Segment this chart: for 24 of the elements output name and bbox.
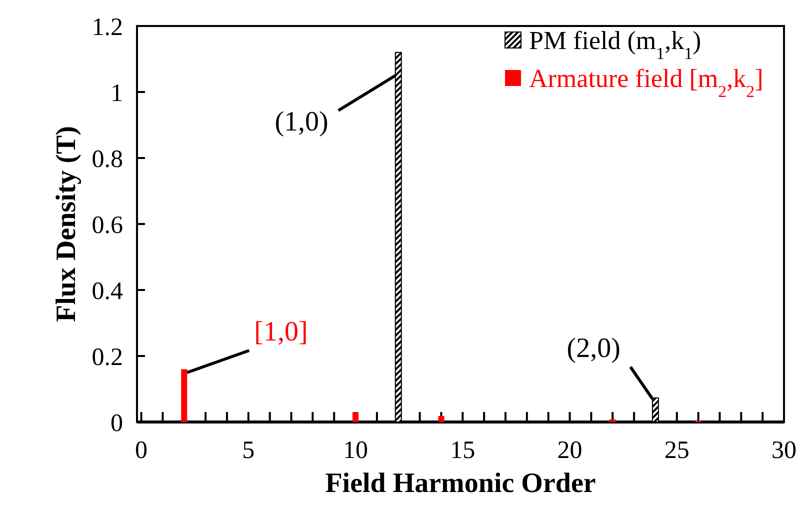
bar [438, 416, 444, 422]
y-tick-label: 1.2 [92, 14, 123, 41]
y-tick-label: 0.6 [92, 212, 123, 239]
annotation: (2,0) [566, 332, 620, 364]
y-tick-label: 0.4 [92, 278, 124, 305]
y-tick-label: 1 [110, 80, 123, 107]
x-tick-label: 25 [664, 437, 690, 464]
x-tick-label: 0 [135, 437, 148, 464]
annotation: [1,0] [254, 316, 308, 348]
bar [610, 419, 616, 422]
legend-label: PM field (m$_{1}$,k$_{1}$) [529, 26, 702, 63]
x-tick-label: 10 [343, 437, 368, 464]
x-tick-label: 30 [772, 437, 796, 464]
bar [181, 369, 188, 422]
annotation: (1,0) [274, 106, 328, 138]
y-axis-title: Flux Density (T) [51, 126, 82, 322]
x-tick-label: 20 [557, 437, 582, 464]
y-tick-label: 0.8 [92, 146, 123, 173]
x-tick-label: 15 [450, 437, 476, 464]
y-tick-label: 0 [110, 410, 123, 437]
legend-label: Armature field [m$_{2}$,k$_{2}$] [529, 64, 764, 101]
x-axis-title: Field Harmonic Order [325, 468, 596, 499]
x-tick-label: 5 [242, 437, 255, 464]
y-tick-label: 0.2 [92, 344, 123, 371]
